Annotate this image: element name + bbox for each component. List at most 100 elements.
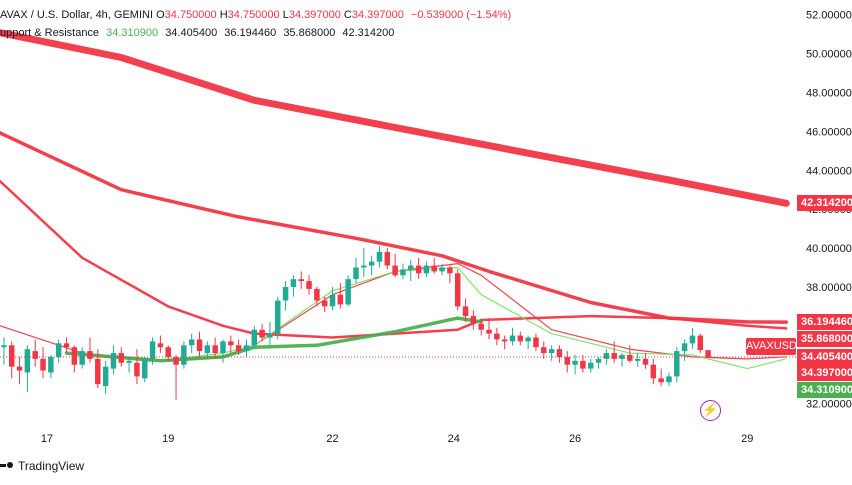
candle-body: [8, 345, 15, 367]
indicator-value-1: 34.310900: [106, 27, 159, 39]
candle: [32, 339, 38, 367]
candle: [282, 281, 289, 311]
candle: [454, 269, 461, 311]
candle-body: [478, 323, 484, 330]
price-axis-label: 32.000000: [806, 399, 852, 411]
candle-body: [533, 337, 539, 348]
candle: [580, 355, 586, 373]
candle-body: [71, 347, 78, 365]
candle: [220, 339, 226, 363]
candle-body: [40, 358, 46, 371]
ohlc-key: C: [340, 9, 352, 21]
candle-body: [650, 364, 657, 379]
candle: [447, 265, 453, 284]
candle: [587, 358, 594, 373]
candle-body: [102, 366, 109, 387]
price-tag: 34.405400: [797, 348, 852, 365]
candle: [259, 323, 265, 342]
candle-body: [345, 279, 351, 305]
candle: [157, 335, 164, 354]
candle-body: [580, 360, 586, 369]
ma-line-200: [0, 29, 790, 207]
candle-body: [259, 329, 265, 338]
candle: [705, 350, 711, 358]
price-tag: 42.314200: [797, 195, 852, 212]
candle: [697, 333, 704, 354]
candle: [243, 339, 250, 357]
ohlc-value: 34.397000: [288, 9, 341, 21]
candle-body: [541, 347, 547, 354]
candle-body: [697, 335, 704, 351]
branding-text: TradingView: [18, 459, 85, 473]
ma-line-100: [0, 131, 789, 324]
candle: [525, 335, 531, 350]
candle: [165, 345, 171, 361]
candle: [431, 257, 437, 274]
candle-body: [384, 251, 391, 266]
candle-body: [157, 343, 164, 348]
candle: [408, 259, 414, 282]
candle: [1, 337, 7, 365]
ma-line-50: [0, 179, 788, 339]
candle: [361, 248, 367, 278]
candle: [212, 337, 218, 359]
candle: [642, 353, 649, 369]
candle: [48, 355, 54, 379]
price-tag: 35.868000: [797, 330, 852, 347]
candle: [40, 347, 46, 379]
candle: [634, 353, 641, 367]
candle-body: [337, 294, 344, 305]
time-axis-label: 29: [741, 433, 753, 445]
tradingview-logo-icon: [0, 461, 14, 471]
candle-body: [361, 265, 367, 268]
candle-body: [321, 300, 328, 307]
candle-body: [666, 376, 672, 383]
candle: [681, 339, 688, 361]
candle: [267, 321, 273, 346]
candle: [251, 325, 258, 350]
candle-body: [126, 360, 132, 363]
candle-body: [290, 279, 297, 287]
candle: [509, 327, 516, 346]
candle: [63, 337, 70, 354]
candle: [423, 261, 430, 278]
candle-body: [509, 335, 516, 342]
candle-body: [165, 347, 171, 357]
candle-body: [275, 300, 281, 334]
candle: [486, 318, 492, 340]
candle: [87, 337, 93, 363]
candle-body: [619, 355, 625, 359]
ohlc-key: L: [279, 9, 289, 21]
ma-line-30: [64, 316, 483, 363]
price-tag: 36.194460: [797, 314, 852, 331]
indicator-value-2: 34.405400: [165, 27, 218, 39]
indicator-legend[interactable]: upport & Resistance 34.310900 34.405400 …: [0, 27, 394, 39]
candle: [564, 351, 570, 373]
time-axis-label: 24: [448, 433, 460, 445]
candle: [188, 333, 195, 354]
candle: [306, 275, 312, 295]
lightning-bolt-icon[interactable]: ⚡: [700, 400, 721, 421]
candle-body: [525, 337, 531, 342]
tradingview-logo[interactable]: TradingView: [0, 459, 84, 473]
candle-body: [353, 267, 359, 280]
candle: [392, 253, 398, 278]
ohlc-key: O: [156, 9, 165, 21]
candle-body: [134, 362, 140, 377]
candle-body: [110, 353, 117, 369]
candle-body: [1, 345, 7, 348]
candle: [533, 333, 539, 352]
candle-body: [439, 267, 445, 272]
candle-body: [149, 341, 156, 359]
candle: [181, 341, 187, 369]
candle: [134, 349, 140, 385]
candle-body: [95, 358, 101, 385]
candle: [95, 349, 101, 389]
candle: [79, 347, 85, 369]
price-change: −0.539000 (−1.54%): [410, 9, 512, 21]
candle-body: [118, 353, 125, 363]
candle-body: [368, 261, 375, 266]
symbol-tag: AVAXUSD: [746, 338, 797, 355]
candle-body: [235, 345, 242, 352]
